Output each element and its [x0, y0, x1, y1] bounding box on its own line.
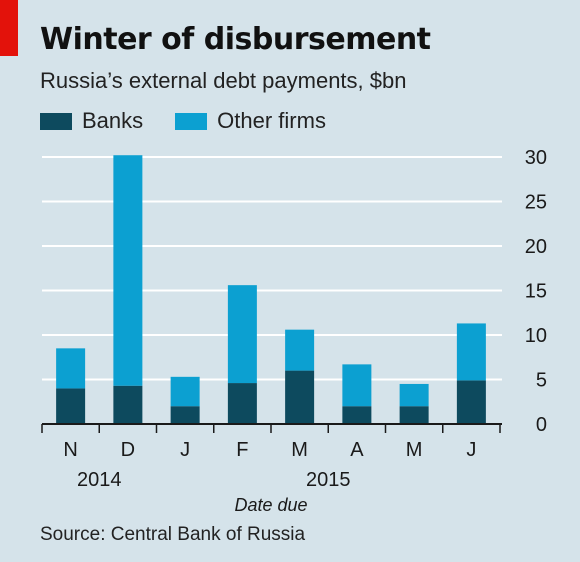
- y-tick-label: 20: [525, 236, 547, 258]
- year-label: 2015: [306, 469, 351, 491]
- bar-banks: [456, 380, 486, 424]
- x-axis-title: Date due: [234, 495, 307, 515]
- chart-subtitle: Russia’s external debt payments, $bn: [40, 68, 407, 93]
- legend-label-other-firms: Other firms: [217, 108, 326, 133]
- bar-other-firms: [170, 376, 200, 407]
- y-tick-label: 15: [525, 281, 547, 303]
- bar-banks: [399, 406, 429, 424]
- bar-other-firms: [227, 285, 257, 384]
- bar-banks: [342, 406, 372, 424]
- bar-other-firms: [56, 348, 86, 389]
- x-tick-label: J: [180, 439, 190, 461]
- x-tick-label: M: [291, 439, 308, 461]
- legend-item-banks: Banks: [40, 108, 143, 134]
- legend-swatch-other-firms: [175, 112, 208, 130]
- bar-other-firms: [456, 323, 486, 381]
- x-tick-label: M: [406, 439, 423, 461]
- legend-item-other-firms: Other firms: [175, 108, 326, 134]
- bar-banks: [56, 388, 86, 424]
- y-tick-label: 30: [525, 147, 547, 169]
- brand-tab: [0, 0, 18, 56]
- legend: Banks Other firms: [40, 108, 358, 134]
- legend-swatch-banks: [40, 112, 72, 130]
- y-tick-label: 5: [536, 370, 547, 392]
- bar-other-firms: [342, 364, 372, 407]
- year-label: 2014: [77, 469, 122, 491]
- bar-other-firms: [113, 155, 143, 386]
- bar-other-firms: [399, 383, 429, 407]
- y-tick-label: 10: [525, 325, 547, 347]
- legend-label-banks: Banks: [82, 108, 144, 133]
- bar-banks: [170, 406, 200, 424]
- x-tick-label: N: [63, 439, 77, 461]
- chart-title: Winter of disbursement: [40, 22, 431, 57]
- y-tick-label: 0: [536, 414, 547, 436]
- source-note: Source: Central Bank of Russia: [40, 524, 306, 545]
- bar-banks: [113, 385, 143, 424]
- x-tick-label: D: [121, 439, 135, 461]
- x-tick-label: A: [350, 439, 364, 461]
- y-tick-label: 25: [525, 192, 547, 214]
- x-tick-label: J: [466, 439, 476, 461]
- bar-banks: [285, 370, 315, 424]
- x-tick-label: F: [236, 439, 248, 461]
- bar-banks: [227, 383, 257, 424]
- bar-other-firms: [285, 329, 315, 371]
